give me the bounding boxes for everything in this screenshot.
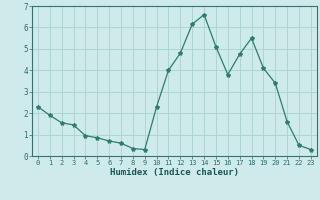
X-axis label: Humidex (Indice chaleur): Humidex (Indice chaleur) xyxy=(110,168,239,177)
